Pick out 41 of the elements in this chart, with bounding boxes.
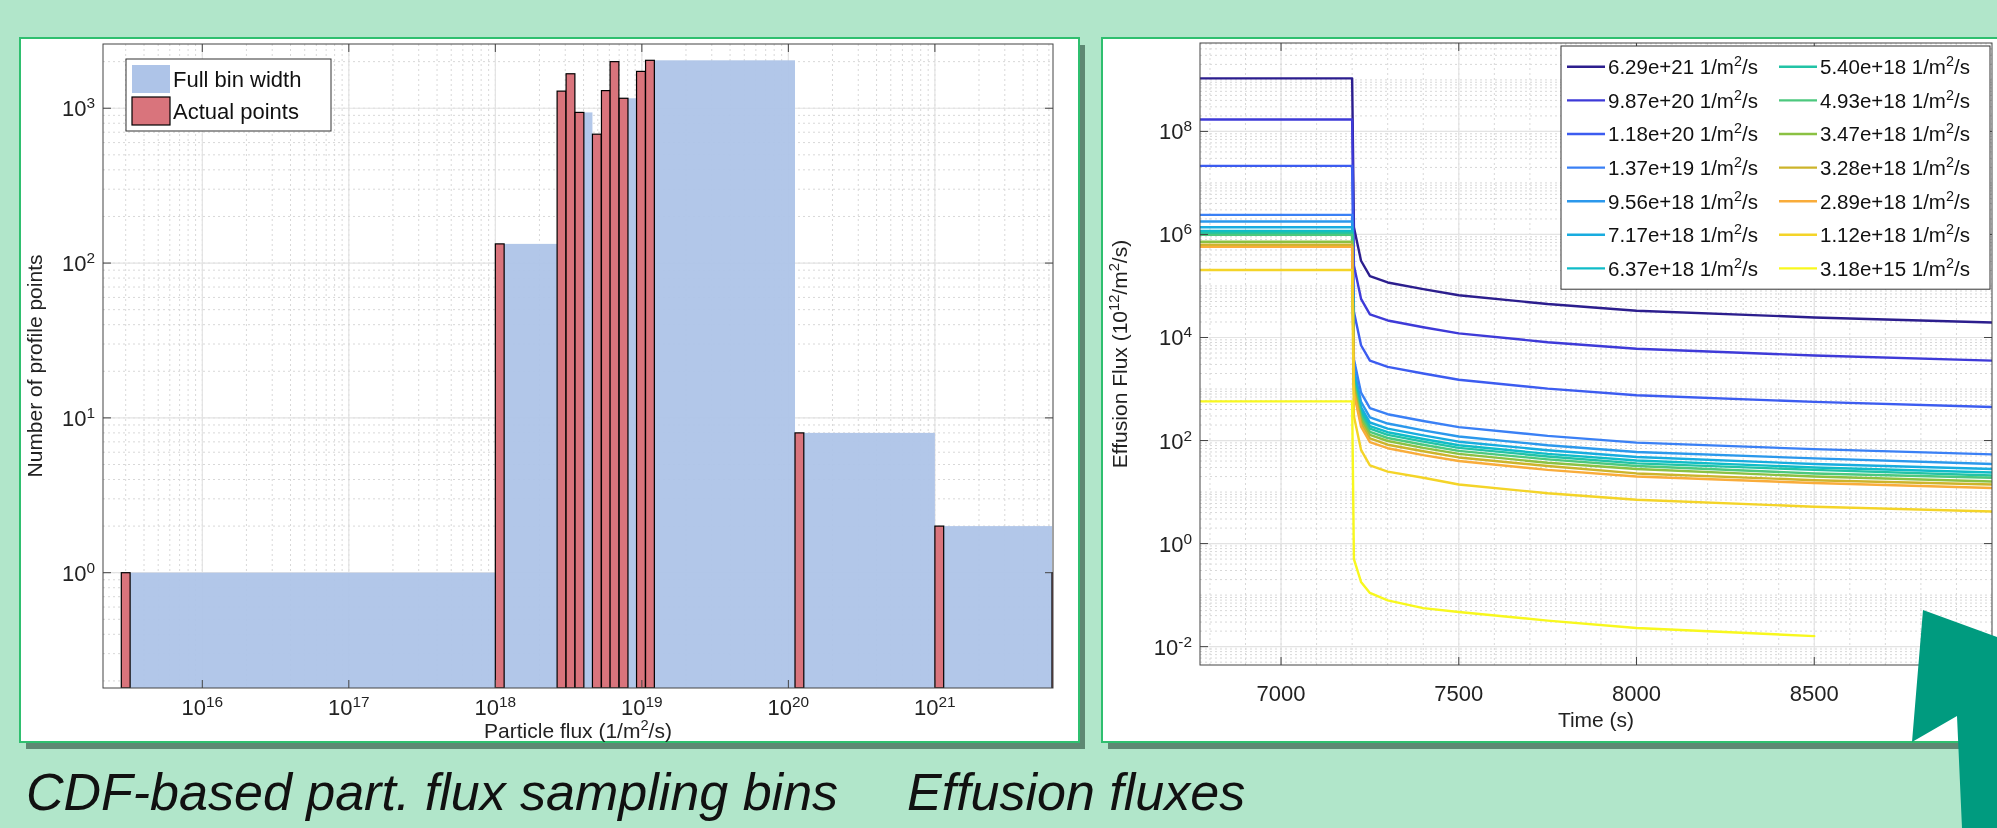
y-tick-label: 10$^{8}$ xyxy=(1158,116,1192,145)
y-tick-label: 10$^{2}$ xyxy=(1158,426,1192,454)
legend-label: 3.47e+18 1/m$^{2}$/s xyxy=(1820,120,1970,146)
x-axis-title: Particle flux (1/m$^{2}$/s) xyxy=(484,717,672,742)
legend-label: 3.28e+18 1/m$^{2}$/s xyxy=(1820,153,1970,179)
legend-label: 1.37e+19 1/m$^{2}$/s xyxy=(1608,153,1758,179)
legend-label: 7.17e+18 1/m$^{2}$/s xyxy=(1608,221,1758,247)
y-axis-title: Number of profile points xyxy=(23,254,46,478)
x-tick-label: 10$^{16}$ xyxy=(181,692,224,720)
legend-label: 9.87e+20 1/m$^{2}$/s xyxy=(1608,86,1758,112)
y-tick-label: 10$^{0}$ xyxy=(61,558,95,586)
legend-label: 1.18e+20 1/m$^{2}$/s xyxy=(1608,120,1758,146)
legend-label: Actual points xyxy=(173,98,299,124)
legend-label: 4.93e+18 1/m$^{2}$/s xyxy=(1820,86,1970,112)
x-axis-title: Time (s) xyxy=(1557,708,1635,731)
y-tick-label: 10$^{1}$ xyxy=(61,403,95,431)
x-tick-label: 8500 xyxy=(1789,681,1839,706)
legend-label: Full bin width xyxy=(173,66,302,92)
text: Effusion fluxes xyxy=(907,763,1246,821)
y-tick-label: 10$^{-2}$ xyxy=(1153,632,1192,660)
x-tick-label: 8000 xyxy=(1612,681,1661,706)
y-tick-label: 10$^{0}$ xyxy=(1158,529,1192,557)
legend-label: 3.18e+15 1/m$^{2}$/s xyxy=(1820,254,1970,280)
x-tick-label: 10$^{19}$ xyxy=(621,692,663,720)
legend-label: 1.12e+18 1/m$^{2}$/s xyxy=(1820,221,1970,247)
x-tick-label: 7500 xyxy=(1434,681,1484,706)
y-tick-label: 10$^{6}$ xyxy=(1158,219,1192,248)
legend-label: 6.29e+21 1/m$^{2}$/s xyxy=(1608,53,1758,79)
y-tick-label: 10$^{3}$ xyxy=(61,93,95,122)
x-tick-label: 7000 xyxy=(1256,681,1306,706)
legend-label: 5.40e+18 1/m$^{2}$/s xyxy=(1820,53,1970,79)
legend-label: 6.37e+18 1/m$^{2}$/s xyxy=(1608,254,1758,280)
text: CDF-based part. flux sampling bins xyxy=(25,763,839,821)
legend-label: 9.56e+18 1/m$^{2}$/s xyxy=(1608,187,1758,213)
x-tick-label: 10$^{18}$ xyxy=(474,692,517,720)
x-tick-label: 10$^{21}$ xyxy=(914,692,956,720)
y-tick-label: 10$^{2}$ xyxy=(61,248,95,277)
y-tick-label: 10$^{4}$ xyxy=(1158,323,1193,351)
x-tick-label: 10$^{20}$ xyxy=(767,692,810,720)
x-tick-label: 10$^{17}$ xyxy=(328,692,370,720)
legend-label: 2.89e+18 1/m$^{2}$/s xyxy=(1820,187,1970,213)
